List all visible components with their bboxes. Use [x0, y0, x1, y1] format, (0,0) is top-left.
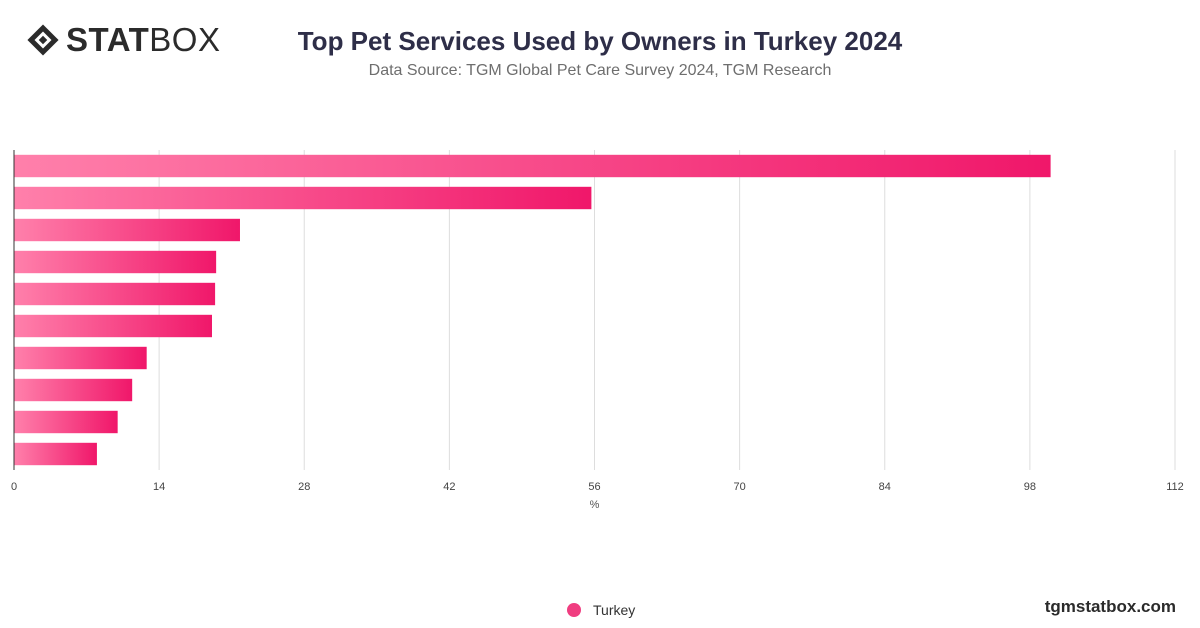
bar[interactable]: [14, 186, 592, 210]
x-tick-label: 112: [1166, 481, 1184, 493]
chart-subtitle: Data Source: TGM Global Pet Care Survey …: [368, 62, 832, 79]
bar[interactable]: [14, 154, 1051, 178]
x-tick-label: 84: [879, 481, 891, 493]
watermark: tgmstatbox.com: [1044, 597, 1176, 616]
legend-marker: [567, 603, 581, 617]
x-axis-label: %: [590, 499, 600, 511]
x-axis-ticks: 0 14 28 42 56 70 84 98 112: [11, 481, 1184, 493]
bar[interactable]: [14, 218, 240, 242]
x-tick-label: 14: [153, 481, 165, 493]
bar[interactable]: [14, 314, 212, 338]
bar[interactable]: [14, 346, 147, 370]
logo-wordmark-bold: STAT: [66, 21, 150, 58]
legend[interactable]: Turkey: [567, 602, 635, 618]
logo-wordmark-light: BOX: [149, 21, 221, 58]
x-tick-label: 70: [734, 481, 746, 493]
grid-lines: [158, 150, 1176, 470]
chart-title: Top Pet Services Used by Owners in Turke…: [297, 26, 903, 56]
logo-wordmark: STATBOX: [66, 22, 220, 58]
bar[interactable]: [14, 378, 133, 402]
bar[interactable]: [14, 410, 118, 434]
x-tick-label: 28: [298, 481, 310, 493]
x-tick-label: 0: [11, 481, 17, 493]
x-tick-label: 42: [443, 481, 455, 493]
legend-label-turkey: Turkey: [593, 602, 636, 618]
bars: [14, 154, 1051, 466]
diamond-logo-icon: [27, 24, 59, 56]
bar[interactable]: [14, 282, 216, 306]
bar[interactable]: [14, 250, 217, 274]
x-tick-label: 98: [1024, 481, 1036, 493]
x-tick-label: 56: [588, 481, 600, 493]
statbox-logo: STATBOX: [26, 22, 220, 58]
bar[interactable]: [14, 442, 97, 466]
